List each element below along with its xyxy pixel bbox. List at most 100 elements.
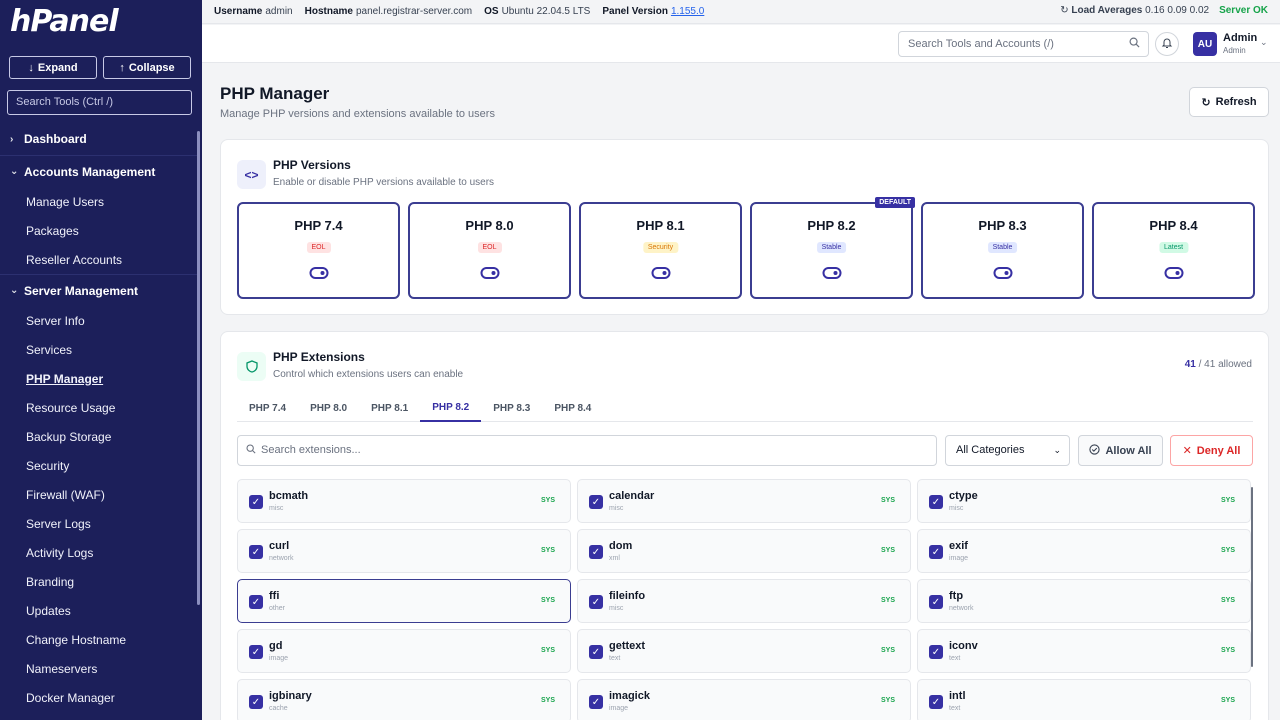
sidebar-group-accounts[interactable]: ⌄ Accounts Management bbox=[0, 155, 198, 187]
checkbox-checked-icon[interactable]: ✓ bbox=[589, 645, 603, 659]
expand-button[interactable]: ↓ Expand bbox=[9, 56, 97, 79]
checkbox-checked-icon[interactable]: ✓ bbox=[249, 645, 263, 659]
tab-php-8-2[interactable]: PHP 8.2 bbox=[420, 395, 482, 422]
checkbox-checked-icon[interactable]: ✓ bbox=[249, 495, 263, 509]
category-select[interactable]: All Categories ⌄ bbox=[945, 435, 1070, 466]
version-info: Panel Version 1.155.0 bbox=[602, 6, 705, 17]
extension-category: image bbox=[269, 655, 289, 662]
extension-item[interactable]: ✓ curl network SYS bbox=[237, 529, 571, 573]
php-version-card[interactable]: PHP 8.0 EOL bbox=[408, 202, 571, 299]
sidebar-item-packages[interactable]: Packages bbox=[26, 223, 79, 238]
extension-item[interactable]: ✓ fileinfo misc SYS bbox=[577, 579, 911, 623]
checkbox-checked-icon[interactable]: ✓ bbox=[589, 695, 603, 709]
extension-item[interactable]: ✓ ffi other SYS bbox=[237, 579, 571, 623]
arrow-up-icon: ↑ bbox=[119, 61, 125, 74]
collapse-button[interactable]: ↑ Collapse bbox=[103, 56, 191, 79]
checkbox-checked-icon[interactable]: ✓ bbox=[929, 595, 943, 609]
avatar[interactable]: AU bbox=[1193, 32, 1217, 56]
extension-category: network bbox=[949, 605, 974, 612]
checkbox-checked-icon[interactable]: ✓ bbox=[589, 495, 603, 509]
system-tag: SYS bbox=[880, 647, 895, 654]
sidebar-group-server[interactable]: ⌄ Server Management bbox=[0, 274, 198, 306]
tab-php-8-1[interactable]: PHP 8.1 bbox=[371, 403, 409, 414]
extension-name: dom bbox=[609, 540, 633, 552]
sidebar-item-resource-usage[interactable]: Resource Usage bbox=[26, 400, 116, 415]
extensions-scrollbar[interactable] bbox=[1251, 487, 1253, 667]
extension-item[interactable]: ✓ bcmath misc SYS bbox=[237, 479, 571, 523]
os-info: OS Ubuntu 22.04.5 LTS bbox=[484, 6, 591, 17]
extension-category: cache bbox=[269, 705, 288, 712]
checkbox-checked-icon[interactable]: ✓ bbox=[929, 695, 943, 709]
extension-item[interactable]: ✓ ftp network SYS bbox=[917, 579, 1251, 623]
version-toggle[interactable] bbox=[480, 267, 499, 279]
php-version-card[interactable]: PHP 8.3 Stable bbox=[921, 202, 1084, 299]
sidebar-item-change-hostname[interactable]: Change Hostname bbox=[26, 632, 127, 647]
tab-php-7-4[interactable]: PHP 7.4 bbox=[249, 403, 287, 414]
extension-item[interactable]: ✓ ctype misc SYS bbox=[917, 479, 1251, 523]
sidebar-item-security[interactable]: Security bbox=[26, 458, 70, 473]
sidebar-item-php-manager[interactable]: PHP Manager bbox=[26, 371, 104, 386]
user-name[interactable]: Admin bbox=[1223, 32, 1258, 44]
sidebar-item-activity-logs[interactable]: Activity Logs bbox=[26, 545, 94, 560]
checkbox-checked-icon[interactable]: ✓ bbox=[929, 545, 943, 559]
php-version-card[interactable]: PHP 8.1 Security bbox=[579, 202, 742, 299]
hostname-info: Hostname panel.registrar-server.com bbox=[304, 6, 473, 17]
sidebar-scrollbar[interactable] bbox=[197, 131, 200, 605]
extension-item[interactable]: ✓ iconv text SYS bbox=[917, 629, 1251, 673]
checkbox-checked-icon[interactable]: ✓ bbox=[249, 595, 263, 609]
sidebar-item-dashboard[interactable]: › Dashboard bbox=[0, 123, 198, 155]
extension-item[interactable]: ✓ igbinary cache SYS bbox=[237, 679, 571, 720]
sidebar-item-updates[interactable]: Updates bbox=[26, 603, 71, 618]
refresh-button[interactable]: ↻ Refresh bbox=[1189, 87, 1269, 117]
sidebar-item-branding[interactable]: Branding bbox=[26, 574, 75, 589]
version-toggle[interactable] bbox=[1164, 267, 1183, 279]
extension-item[interactable]: ✓ imagick image SYS bbox=[577, 679, 911, 720]
extension-item[interactable]: ✓ dom xml SYS bbox=[577, 529, 911, 573]
php-version-name: PHP 7.4 bbox=[294, 218, 343, 233]
notifications-button[interactable] bbox=[1155, 32, 1179, 56]
sidebar-item-server-logs[interactable]: Server Logs bbox=[26, 516, 91, 531]
php-version-card[interactable]: PHP 8.4 Latest bbox=[1092, 202, 1255, 299]
extension-item[interactable]: ✓ calendar misc SYS bbox=[577, 479, 911, 523]
extension-category: text bbox=[609, 655, 621, 662]
extension-item[interactable]: ✓ intl text SYS bbox=[917, 679, 1251, 720]
sidebar-item-nameservers[interactable]: Nameservers bbox=[26, 661, 98, 676]
sidebar-item-docker-manager[interactable]: Docker Manager bbox=[26, 690, 115, 705]
sidebar-search-input[interactable]: Search Tools (Ctrl /) bbox=[7, 90, 192, 115]
deny-all-button[interactable]: ✕ Deny All bbox=[1170, 435, 1253, 466]
version-toggle[interactable] bbox=[309, 267, 328, 279]
php-version-card[interactable]: PHP 7.4 EOL bbox=[237, 202, 400, 299]
version-link[interactable]: 1.155.0 bbox=[670, 6, 705, 17]
version-status-badge: Security bbox=[642, 242, 679, 253]
checkbox-checked-icon[interactable]: ✓ bbox=[589, 545, 603, 559]
version-toggle[interactable] bbox=[822, 267, 841, 279]
sidebar-item-firewall-waf[interactable]: Firewall (WAF) bbox=[26, 487, 105, 502]
checkbox-checked-icon[interactable]: ✓ bbox=[929, 645, 943, 659]
allow-all-button[interactable]: Allow All bbox=[1078, 435, 1163, 466]
php-version-card[interactable]: PHP 8.2 Stable DEFAULT bbox=[750, 197, 915, 299]
sidebar-item-manage-users[interactable]: Manage Users bbox=[26, 194, 105, 209]
sidebar-item-reseller-accounts[interactable]: Reseller Accounts bbox=[26, 252, 123, 267]
chevron-down-icon[interactable]: ⌄ bbox=[1260, 37, 1268, 47]
checkbox-checked-icon[interactable]: ✓ bbox=[249, 695, 263, 709]
extension-item[interactable]: ✓ exif image SYS bbox=[917, 529, 1251, 573]
tools-search-input[interactable]: Search Tools and Accounts (/) bbox=[898, 31, 1149, 57]
app-logo[interactable]: hPanel bbox=[10, 4, 119, 39]
close-icon: ✕ bbox=[1182, 445, 1192, 457]
checkbox-checked-icon[interactable]: ✓ bbox=[249, 545, 263, 559]
extension-name: curl bbox=[269, 540, 290, 552]
tab-php-8-4[interactable]: PHP 8.4 bbox=[554, 403, 592, 414]
sidebar-item-backup-storage[interactable]: Backup Storage bbox=[26, 429, 112, 444]
sidebar-item-services[interactable]: Services bbox=[26, 342, 73, 357]
checkbox-checked-icon[interactable]: ✓ bbox=[589, 595, 603, 609]
version-toggle[interactable] bbox=[993, 267, 1012, 279]
sidebar-item-server-info[interactable]: Server Info bbox=[26, 313, 85, 328]
extension-item[interactable]: ✓ gettext text SYS bbox=[577, 629, 911, 673]
checkbox-checked-icon[interactable]: ✓ bbox=[929, 495, 943, 509]
extension-search-input[interactable]: Search extensions... bbox=[237, 435, 937, 466]
tab-php-8-3[interactable]: PHP 8.3 bbox=[493, 403, 531, 414]
php-version-name: PHP 8.1 bbox=[636, 218, 685, 233]
tab-php-8-0[interactable]: PHP 8.0 bbox=[310, 403, 348, 414]
extension-item[interactable]: ✓ gd image SYS bbox=[237, 629, 571, 673]
version-toggle[interactable] bbox=[651, 267, 670, 279]
